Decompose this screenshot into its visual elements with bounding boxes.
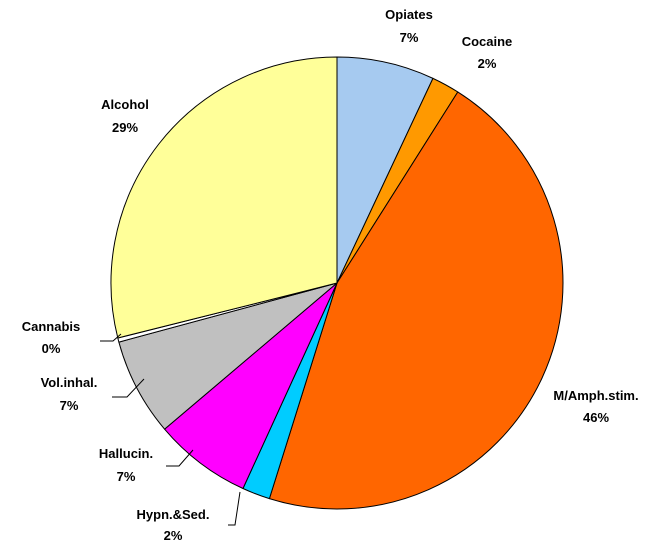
label-mamph-percent: 46% xyxy=(583,410,609,425)
label-hallucin-percent: 7% xyxy=(117,469,136,484)
label-hallucin-name: Hallucin. xyxy=(99,446,153,461)
label-alcohol-percent: 29% xyxy=(112,120,138,135)
label-volinhal-percent: 7% xyxy=(60,398,79,413)
pie-slices xyxy=(110,56,564,510)
label-opiates-name: Opiates xyxy=(385,7,433,22)
label-cannabis-percent: 0% xyxy=(42,341,61,356)
label-cocaine-name: Cocaine xyxy=(462,34,513,49)
label-alcohol-name: Alcohol xyxy=(101,97,149,112)
pie-slice-mamph xyxy=(268,91,564,510)
label-mamph-name: M/Amph.stim. xyxy=(553,388,638,403)
label-hypnsed-name: Hypn.&Sed. xyxy=(137,507,210,522)
label-hypnsed-percent: 2% xyxy=(164,528,183,543)
label-volinhal-name: Vol.inhal. xyxy=(41,375,98,390)
pie-slice-alcohol xyxy=(110,56,338,339)
leader-hypnsed xyxy=(228,491,241,526)
label-opiates-percent: 7% xyxy=(400,30,419,45)
label-cannabis-name: Cannabis xyxy=(22,319,81,334)
leader-hallucin xyxy=(166,449,194,467)
leader-cannabis xyxy=(100,333,122,342)
label-cocaine-percent: 2% xyxy=(478,56,497,71)
leader-volinhal xyxy=(112,378,145,398)
leader-lines xyxy=(100,333,241,526)
